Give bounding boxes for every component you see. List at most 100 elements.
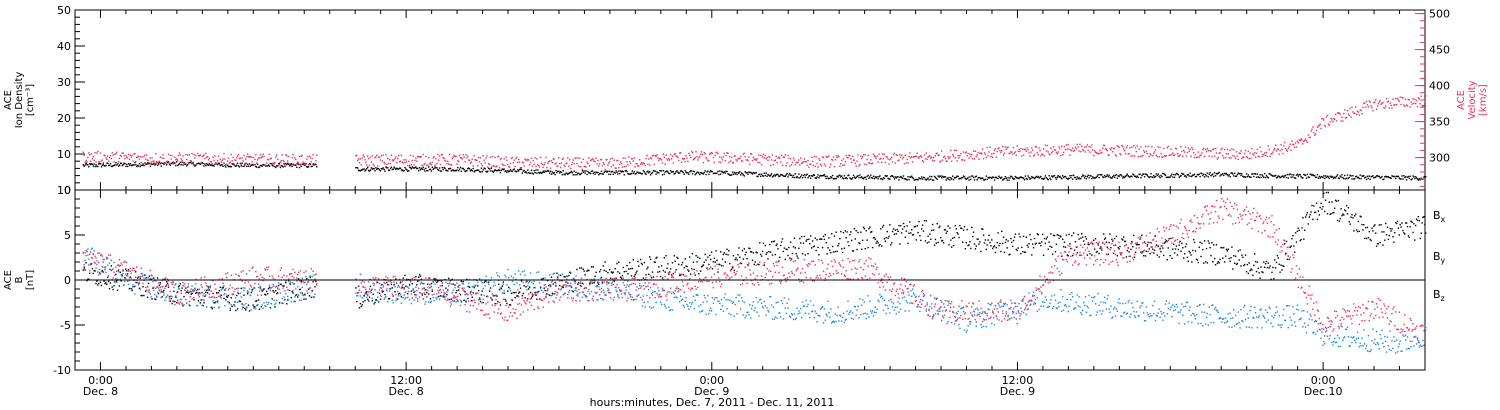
data-point [397, 168, 399, 170]
data-point [1377, 243, 1380, 245]
data-point [459, 299, 462, 301]
data-point [1316, 126, 1319, 128]
data-point [901, 177, 904, 179]
data-point [812, 174, 815, 176]
data-point [633, 171, 635, 173]
data-point [652, 276, 655, 278]
data-point [244, 287, 246, 289]
data-point [374, 301, 376, 304]
data-point [258, 308, 261, 310]
data-point [403, 169, 405, 172]
data-point [424, 293, 426, 296]
data-point [791, 252, 794, 255]
data-point [544, 289, 546, 292]
data-point [1272, 266, 1274, 269]
data-point [297, 163, 300, 166]
data-point [946, 230, 948, 233]
data-point [558, 274, 560, 276]
data-point [1241, 157, 1243, 160]
data-point [705, 173, 707, 176]
data-point [899, 176, 901, 179]
data-point [1213, 148, 1215, 150]
data-point [1286, 173, 1289, 176]
data-point [1223, 247, 1225, 249]
data-point [143, 156, 145, 158]
data-point [220, 161, 222, 163]
data-point [1211, 155, 1213, 158]
data-point [99, 281, 102, 283]
data-point [101, 159, 103, 161]
data-point [117, 162, 119, 164]
data-point [227, 157, 230, 159]
data-point [382, 284, 384, 286]
data-point [441, 282, 443, 285]
data-point [920, 155, 922, 157]
data-point [1377, 103, 1380, 105]
data-point [749, 171, 751, 174]
data-point [167, 284, 170, 286]
data-point [651, 155, 654, 157]
data-point [523, 169, 525, 172]
data-point [242, 160, 244, 162]
data-point [784, 258, 786, 261]
data-point [540, 172, 543, 174]
data-point [458, 168, 461, 170]
data-point [1119, 174, 1121, 176]
data-point [112, 165, 114, 167]
data-point [262, 289, 264, 291]
data-point [742, 314, 745, 316]
data-point [680, 264, 683, 266]
data-point [766, 156, 768, 159]
data-point [1292, 235, 1294, 237]
data-point [209, 164, 211, 166]
data-point [814, 165, 816, 168]
data-point [694, 274, 696, 276]
data-point [383, 161, 385, 163]
data-point [1355, 175, 1357, 178]
data-point [155, 298, 157, 301]
data-point [556, 294, 558, 296]
data-point [361, 157, 363, 159]
data-point [701, 310, 704, 312]
data-point [418, 287, 420, 290]
data-point [886, 156, 888, 158]
data-point [826, 156, 828, 158]
data-point [1240, 150, 1242, 152]
data-point [269, 162, 272, 165]
data-point [1366, 104, 1369, 106]
data-point [1062, 238, 1064, 240]
data-point [911, 175, 913, 177]
data-point [125, 273, 127, 275]
data-point [428, 277, 431, 279]
data-point [1309, 136, 1311, 139]
data-point [680, 170, 682, 172]
data-point [603, 163, 605, 165]
data-point [538, 172, 541, 174]
data-point [431, 294, 433, 296]
data-point [1413, 176, 1415, 178]
data-point [885, 155, 887, 158]
data-point [404, 274, 406, 277]
data-point [1001, 230, 1003, 232]
data-point [962, 159, 964, 161]
data-point [581, 168, 584, 171]
data-point [924, 178, 927, 181]
data-point [843, 247, 846, 249]
data-point [790, 174, 792, 176]
data-point [1352, 217, 1354, 219]
data-point [1068, 177, 1070, 179]
data-point [93, 163, 95, 165]
data-point [753, 158, 755, 161]
data-point [469, 170, 472, 172]
data-point [195, 283, 197, 285]
data-point [445, 287, 447, 289]
data-point [666, 158, 668, 160]
data-point [928, 155, 930, 157]
data-point [896, 228, 898, 231]
data-point [760, 154, 762, 157]
data-point [539, 171, 542, 173]
data-point [156, 277, 159, 279]
data-point [383, 298, 385, 300]
data-point [906, 158, 908, 161]
data-point [1248, 175, 1250, 178]
